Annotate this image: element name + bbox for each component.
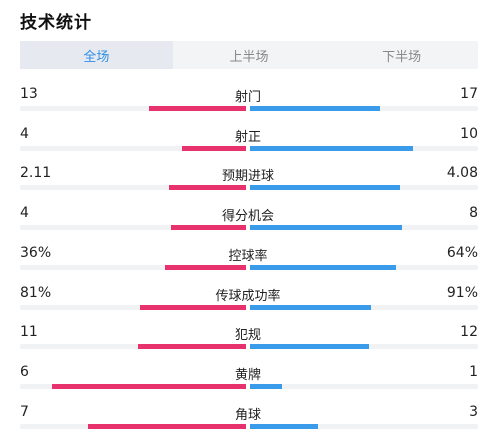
away-bar [250,344,369,349]
stat-label: 控球率 [228,249,268,264]
home-value: 81% [20,285,52,301]
home-bar [51,384,246,389]
away-bar-track [250,344,478,349]
stat-label: 犯规 [234,328,261,343]
home-bar [169,185,246,190]
home-value: 36% [20,245,52,261]
home-value: 11 [20,324,38,340]
stat-label: 黄牌 [234,368,261,383]
stat-row: 36% 控球率 64% [0,245,500,279]
away-bar-track [250,305,478,310]
stat-row: 6 黄牌 1 [0,364,500,398]
stat-label: 射门 [234,90,261,105]
home-value: 4 [20,126,29,142]
away-bar-track [250,225,478,230]
stat-row: 13 射门 17 [0,86,500,120]
home-bar [164,265,246,270]
away-bar [250,185,401,190]
home-bar [148,106,246,111]
away-bar-track [250,185,478,190]
away-bar [250,265,396,270]
stat-label: 射正 [234,130,261,145]
tab-full-match[interactable]: 全场 [20,41,173,69]
home-bar-track [20,225,246,230]
stat-label: 角球 [234,408,261,423]
stat-row: 7 角球 3 [0,404,500,438]
stat-label: 预期进球 [221,169,274,184]
home-value: 6 [20,364,29,380]
home-bar-track [20,384,246,389]
away-value: 91% [446,285,478,301]
away-bar-track [250,265,478,270]
home-value: 7 [20,404,29,420]
away-bar [250,384,282,389]
home-bar-track [20,106,246,111]
away-value: 12 [460,324,478,340]
stat-row: 2.11 预期进球 4.08 [0,165,500,199]
away-bar-track [250,424,478,429]
home-value: 2.11 [20,165,52,181]
stat-row: 11 犯规 12 [0,324,500,358]
stat-row: 81% 传球成功率 91% [0,285,500,319]
tab-second-half[interactable]: 下半场 [382,49,422,65]
home-bar-track [20,146,246,151]
away-value: 4.08 [446,165,478,181]
home-bar [170,225,246,230]
away-value: 3 [469,404,478,420]
away-bar-track [250,106,478,111]
page-title: 技术统计 [20,13,92,33]
home-bar [181,146,246,151]
home-bar-track [20,265,246,270]
home-bar-track [20,185,246,190]
home-bar-track [20,344,246,349]
stat-row: 4 射正 10 [0,126,500,160]
away-value: 8 [469,205,478,221]
away-value: 64% [446,245,478,261]
home-value: 4 [20,205,29,221]
home-bar [87,424,246,429]
home-bar-track [20,305,246,310]
stat-row: 4 得分机会 8 [0,205,500,239]
tab-first-half[interactable]: 上半场 [229,49,269,65]
away-value: 1 [469,364,478,380]
away-value: 10 [460,126,478,142]
home-value: 13 [20,86,38,102]
away-bar-track [250,146,478,151]
stat-label: 传球成功率 [215,289,281,304]
away-bar-track [250,384,478,389]
away-bar [250,424,319,429]
period-tabs: 全场 上半场 下半场 [20,41,478,69]
home-bar [139,305,246,310]
home-bar-track [20,424,246,429]
away-bar [250,106,380,111]
away-bar [250,225,403,230]
away-bar [250,146,414,151]
away-value: 17 [460,86,478,102]
home-bar [137,344,246,349]
away-bar [250,305,371,310]
stat-label: 得分机会 [221,209,274,224]
